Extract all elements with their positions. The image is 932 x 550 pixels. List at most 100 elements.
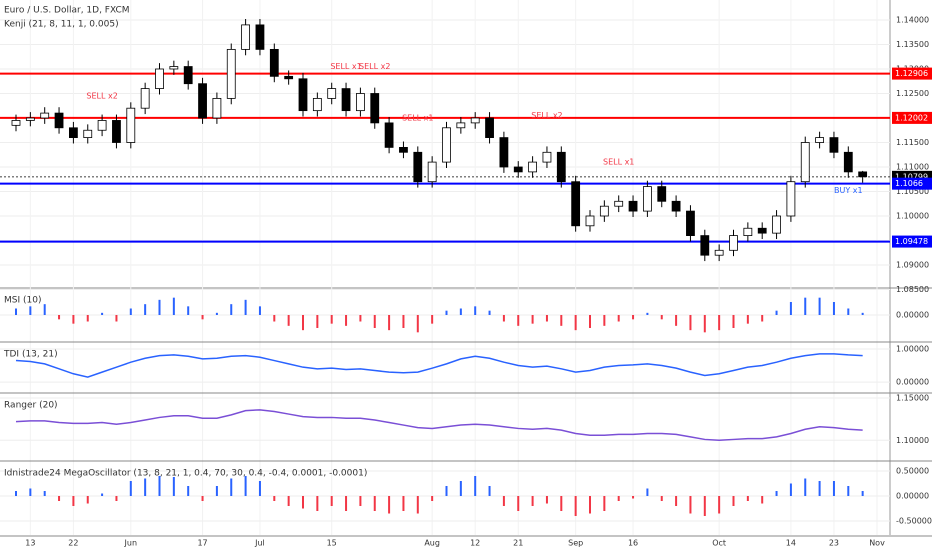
price-label-box: [892, 235, 932, 248]
candle-body: [614, 200, 624, 207]
histogram-bar: [617, 496, 620, 501]
histogram-bar: [531, 496, 534, 506]
signal-annotation: SELL x2: [86, 91, 117, 100]
histogram-bar: [818, 481, 821, 496]
histogram-bar: [388, 315, 391, 331]
y-tick-label: 0.00000: [896, 311, 929, 320]
candle-body: [269, 48, 279, 77]
candle-body: [370, 93, 380, 124]
candle-body: [800, 142, 810, 183]
histogram-bar: [201, 315, 204, 320]
candle-body: [815, 137, 824, 143]
x-tick-label: 21: [513, 539, 523, 548]
candle-body: [686, 210, 695, 236]
histogram-bar: [129, 481, 132, 496]
candle-body: [255, 24, 265, 50]
candle-body: [456, 122, 466, 129]
histogram-bar: [58, 315, 61, 320]
histogram-bar: [29, 488, 32, 496]
histogram-bar: [459, 308, 462, 315]
histogram-bar: [861, 312, 864, 315]
candle-body: [212, 97, 222, 119]
histogram-bar: [345, 315, 348, 326]
histogram-bar: [488, 310, 491, 315]
histogram-bar: [531, 315, 534, 324]
candle-body: [155, 68, 164, 89]
histogram-bar: [617, 315, 620, 322]
histogram-bar: [43, 491, 46, 496]
histogram-bar: [244, 299, 247, 315]
price-label: 1.09478: [895, 237, 928, 246]
histogram-bar: [775, 491, 778, 496]
x-tick-label: 14: [786, 539, 796, 548]
candle-body: [183, 66, 193, 85]
histogram-bar: [761, 496, 764, 504]
y-tick-label: 1.10500: [896, 187, 929, 196]
panel-title: MSI (10): [4, 296, 41, 306]
histogram-bar: [775, 310, 778, 315]
signal-annotation: BUY x1: [834, 186, 863, 195]
histogram-bar: [144, 304, 147, 315]
histogram-bar: [603, 496, 606, 511]
histogram-bar: [230, 304, 233, 315]
histogram-bar: [689, 315, 692, 331]
histogram-bar: [703, 496, 706, 516]
histogram-bar: [488, 486, 491, 496]
x-tick-label: 16: [628, 539, 638, 548]
candle-body: [743, 227, 753, 236]
histogram-bar: [302, 496, 304, 509]
histogram-bar: [287, 315, 290, 326]
histogram-bar: [258, 481, 261, 496]
candle-body: [513, 166, 523, 173]
histogram-bar: [545, 496, 548, 504]
histogram-bar: [29, 306, 32, 315]
histogram-bar: [718, 315, 721, 331]
panel-title: TDI (13, 21): [3, 350, 58, 360]
histogram-bar: [359, 315, 362, 322]
x-tick-label: Jul: [254, 539, 265, 548]
histogram-bar: [732, 315, 735, 328]
y-tick-label: 1.15000: [896, 393, 929, 402]
price-label: 1.12906: [895, 69, 928, 78]
histogram-bar: [502, 496, 505, 506]
candle-body: [140, 88, 150, 109]
candle-body: [499, 137, 509, 168]
histogram-bar: [215, 312, 218, 315]
candle-body: [700, 235, 710, 256]
histogram-bar: [445, 310, 448, 315]
signal-annotation: SELL x1: [603, 158, 634, 167]
candle-body: [69, 127, 78, 138]
candle-body: [40, 112, 50, 119]
candle-body: [786, 181, 796, 217]
x-tick-label: Nov: [869, 539, 885, 548]
x-tick-label: Sep: [568, 539, 583, 548]
histogram-bar: [158, 476, 161, 496]
histogram-bar: [302, 315, 304, 331]
histogram-bar: [502, 315, 505, 322]
histogram-bar: [675, 496, 678, 506]
histogram-bar: [632, 496, 635, 499]
histogram-bar: [15, 308, 17, 315]
candle-body: [657, 186, 667, 202]
x-tick-label: 23: [829, 539, 839, 548]
histogram-bar: [86, 496, 89, 504]
candle-body: [241, 24, 251, 50]
candle-body: [126, 107, 136, 143]
histogram-bar: [847, 486, 850, 496]
histogram-bar: [861, 491, 864, 496]
histogram-bar: [545, 315, 548, 322]
histogram-bar: [158, 299, 161, 315]
candle-body: [97, 120, 107, 131]
histogram-bar: [718, 496, 721, 514]
y-tick-label: 0.50000: [896, 467, 929, 476]
candle-body: [399, 146, 408, 153]
histogram-bar: [215, 486, 218, 496]
candle-body: [485, 117, 494, 138]
candle-body: [327, 88, 337, 99]
histogram-bar: [804, 297, 807, 315]
histogram-bar: [58, 496, 61, 501]
histogram-bar: [345, 496, 348, 511]
histogram-bar: [761, 315, 764, 322]
histogram-bar: [330, 315, 333, 324]
